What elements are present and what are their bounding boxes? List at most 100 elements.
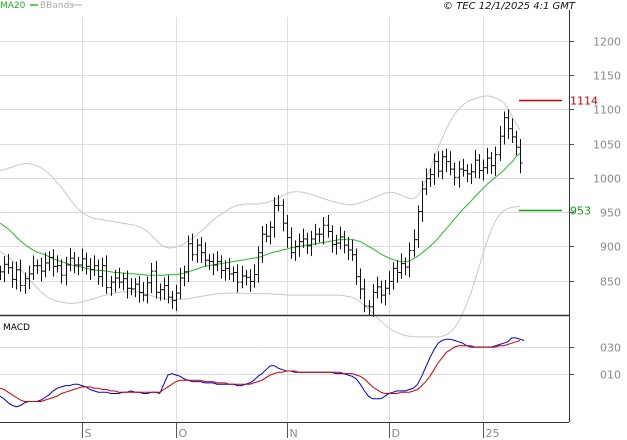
price-bar (182, 265, 187, 287)
price-bar (178, 267, 183, 300)
price-bar (498, 125, 503, 161)
x-tick-label: O (179, 427, 188, 440)
price-bar (301, 228, 306, 248)
price-bar (248, 269, 253, 292)
price-bar (276, 195, 281, 212)
price-bar (80, 248, 85, 272)
price-bar (96, 259, 101, 285)
ma20-legend: MA20 (0, 1, 26, 11)
price-bar (170, 291, 175, 309)
price-tick-label: 900 (600, 241, 621, 254)
macd-tick-label: 010 (600, 369, 621, 382)
price-bar (362, 278, 367, 313)
price-bar (18, 259, 23, 292)
price-tick-label: 1000 (593, 173, 621, 186)
price-bar (293, 240, 298, 261)
price-bar (137, 275, 142, 303)
price-bar (190, 233, 195, 261)
price-bars (0, 109, 523, 318)
price-bar (407, 242, 412, 278)
price-bar (240, 265, 245, 289)
price-bar (358, 268, 363, 300)
price-bar (330, 225, 335, 253)
price-bar (461, 158, 466, 177)
price-levels: 1114 953 (519, 95, 598, 218)
price-bar (104, 255, 109, 294)
price-bar (473, 149, 478, 178)
price-bar (72, 251, 77, 274)
price-bar (387, 271, 392, 295)
x-tick-label: D (392, 427, 400, 440)
price-bar (154, 260, 159, 299)
price-bar (231, 266, 236, 283)
x-tick-label: S (85, 427, 92, 440)
price-bar (39, 257, 44, 282)
price-bar (448, 151, 453, 176)
price-bar (55, 255, 60, 273)
price-bar (227, 258, 232, 281)
price-bar (264, 223, 269, 243)
price-bar (211, 253, 216, 276)
macd-signal-line (0, 340, 521, 402)
price-bar (125, 270, 130, 299)
price-bar (268, 221, 273, 245)
price-bar (416, 205, 421, 248)
price-bar (326, 214, 331, 238)
bbands-upper-line (0, 95, 521, 249)
price-bar (432, 153, 437, 185)
price-bar (129, 278, 134, 296)
price-tick-label: 1050 (593, 139, 621, 152)
price-grid (0, 17, 569, 315)
price-level-label: 953 (570, 205, 591, 218)
price-bar (133, 278, 138, 298)
price-bar (477, 154, 482, 179)
price-bar (84, 252, 89, 275)
price-tick-label: 1100 (593, 104, 621, 117)
price-bar (272, 197, 277, 238)
price-bar (158, 283, 163, 301)
price-bar (260, 225, 265, 263)
price-bar (338, 226, 343, 250)
price-bar (514, 130, 519, 156)
price-bar (485, 147, 490, 174)
price-bar (399, 253, 404, 279)
price-bar (346, 236, 351, 261)
price-bar (444, 148, 449, 172)
price-bar (121, 272, 126, 291)
price-bar (465, 164, 470, 183)
price-bar (166, 275, 171, 304)
price-bar (35, 259, 40, 274)
price-bar (14, 261, 19, 290)
price-bar (76, 256, 81, 276)
macd-tick-label: 030 (600, 342, 621, 355)
price-bar (481, 159, 486, 181)
price-bar (215, 251, 220, 272)
price-bar (219, 255, 224, 279)
macd-y-axis-ticks: 030 010 (569, 342, 621, 382)
macd-line (0, 337, 525, 408)
price-bar (281, 199, 286, 232)
price-bar (174, 284, 179, 311)
price-bar (420, 180, 425, 222)
price-bar (195, 238, 200, 263)
macd-label: MACD (3, 323, 30, 333)
price-bar (395, 260, 400, 283)
price-bar (371, 284, 376, 318)
price-bar (317, 227, 322, 243)
price-bar (256, 246, 261, 283)
price-bar (469, 163, 474, 185)
price-bar (64, 256, 69, 286)
price-y-axis-ticks: 850 900 950 1000 1050 1100 1150 1200 (569, 36, 621, 289)
price-bar (440, 150, 445, 180)
bbands-lower-line (0, 206, 520, 338)
price-bar (403, 257, 408, 276)
price-bar (244, 269, 249, 286)
price-bar (235, 264, 240, 293)
price-bar (428, 168, 433, 187)
price-bar (424, 168, 429, 196)
price-bar (59, 259, 64, 284)
price-bar (199, 236, 204, 263)
price-bar (145, 276, 150, 304)
price-bar (43, 252, 48, 278)
price-bar (350, 239, 355, 261)
